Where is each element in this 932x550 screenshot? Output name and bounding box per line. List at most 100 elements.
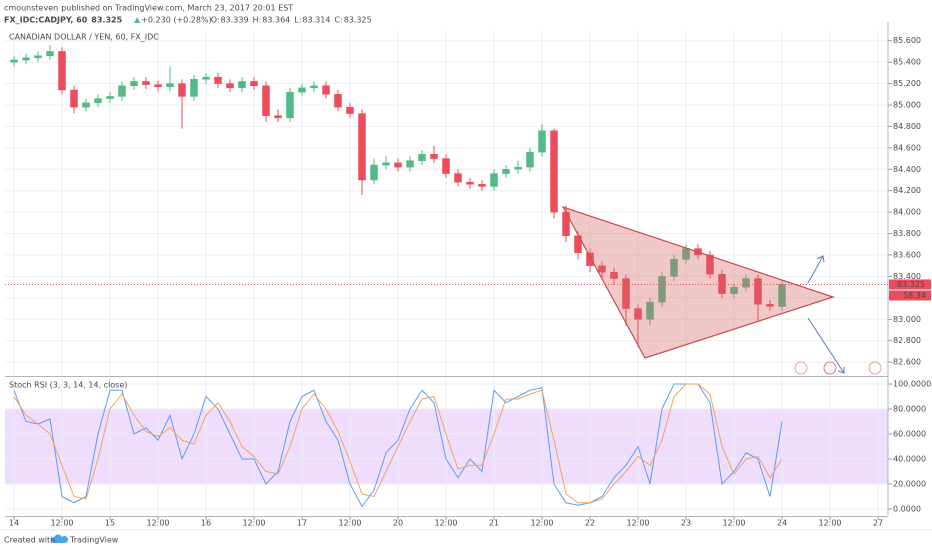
y-tick-label: 84.000 [893,208,921,217]
candle-body [190,79,198,97]
y-tick-label: 84.200 [893,186,921,195]
x-tick-label: 20 [393,519,403,528]
x-tick-label: 14 [9,519,19,528]
ohlc-value: 83.325 [344,16,372,25]
stoch-line [13,383,783,504]
candle-body [742,278,750,288]
candle-body [586,252,594,266]
candle-body [178,83,186,97]
ohlc-value: 83.339 [221,16,249,25]
ohlc-value: 83.314 [302,16,330,25]
candle-body [274,115,282,119]
x-tick-label: 15 [105,519,115,528]
ohlc-label: L: [294,16,301,25]
pane: 0.0000 20.0000 40.0000 60.0000 80.0000 100.00… [5,370,931,528]
candle-body [730,286,738,294]
ohlc-label: H: [253,16,262,25]
pane-title: CANADIAN DOLLAR / YEN, 60, FX_IDC [9,33,159,42]
candle-body [238,81,246,89]
footer-logo [50,534,68,543]
candle-body [454,173,462,183]
arrow-head [837,367,845,374]
ohlc-value: 83.364 [262,16,290,25]
x-tick-label: 21 [489,519,499,528]
candle-body [34,55,42,59]
ohlc-label: O: [211,16,220,25]
y-tick-label: 83.600 [893,251,921,260]
candle-body [262,85,270,116]
stoch-line [13,383,783,508]
candle-body [286,91,294,119]
x-tick-label: 24 [777,519,787,528]
candle-body [394,162,402,168]
symbol: FX_IDC:CADJPY, 60 [4,16,88,25]
last-price-box [889,279,931,290]
candle-body [10,59,18,63]
candle-body [550,130,558,213]
candle-body [118,85,126,97]
x-tick-label: 12:00 [242,519,265,528]
candle-body [154,84,162,88]
y-tick-label: 20.0000 [893,480,926,489]
candle-body [598,265,606,273]
candle-body [334,94,342,108]
candle-body [82,102,90,108]
y-tick-label: 60.0000 [893,430,926,439]
candle-body [526,151,534,168]
y-tick-label: 82.800 [893,336,921,345]
x-tick-label: 12:00 [722,519,745,528]
y-tick-label: 82.600 [893,358,921,367]
x-tick-label: 22 [585,519,595,528]
arrow-down [807,317,845,374]
candle-body [58,51,66,91]
candle-body [442,158,450,174]
badge-box [889,290,931,301]
candle-body [226,83,234,89]
candle-body [754,278,762,305]
candle-body [310,85,318,89]
x-tick-label: 12:00 [338,519,361,528]
candle-body [214,76,222,84]
candle-body [502,169,510,174]
candle-body [370,164,378,181]
candle-body [478,184,486,187]
y-tick-label: 84.600 [893,143,921,152]
pane: 82.60082.80083.00083.20083.40083.60083.8… [5,22,931,377]
event-icon[interactable] [868,361,882,375]
x-tick-label: 16 [201,519,211,528]
footer-text: Created with [4,536,55,545]
y-tick-label: 84.800 [893,122,921,131]
event-icon[interactable] [794,361,808,375]
y-tick-label: 83.400 [893,272,921,281]
candle-body [142,81,150,85]
candle-body [46,51,54,56]
y-tick-label: 84.400 [893,165,921,174]
candle-body [634,308,642,320]
candle-body [106,96,114,99]
y-tick-label: 85.200 [893,79,921,88]
x-tick-label: 12:00 [146,519,169,528]
x-tick-label: 27 [873,519,883,528]
event-icon[interactable] [823,361,837,375]
drawings [561,205,882,375]
candle-body [430,154,438,159]
candle-body [706,254,714,275]
footer-brand: TradingView [69,536,119,545]
x-tick-label: 23 [681,519,691,528]
change-arrow [134,17,141,23]
y-tick-label: 85.000 [893,101,921,110]
candle-body [94,98,102,104]
candle-body [202,76,210,80]
candle-body [610,271,618,279]
candle-body [490,173,498,187]
candle-body [406,160,414,168]
candle-body [22,57,30,61]
y-tick-label: 85.400 [893,58,921,67]
candle-body [382,162,390,166]
y-tick-label: 85.600 [893,36,921,45]
last-price: 83.325 [91,16,122,25]
x-tick-label: 12:00 [818,519,841,528]
candle-body [298,87,306,93]
